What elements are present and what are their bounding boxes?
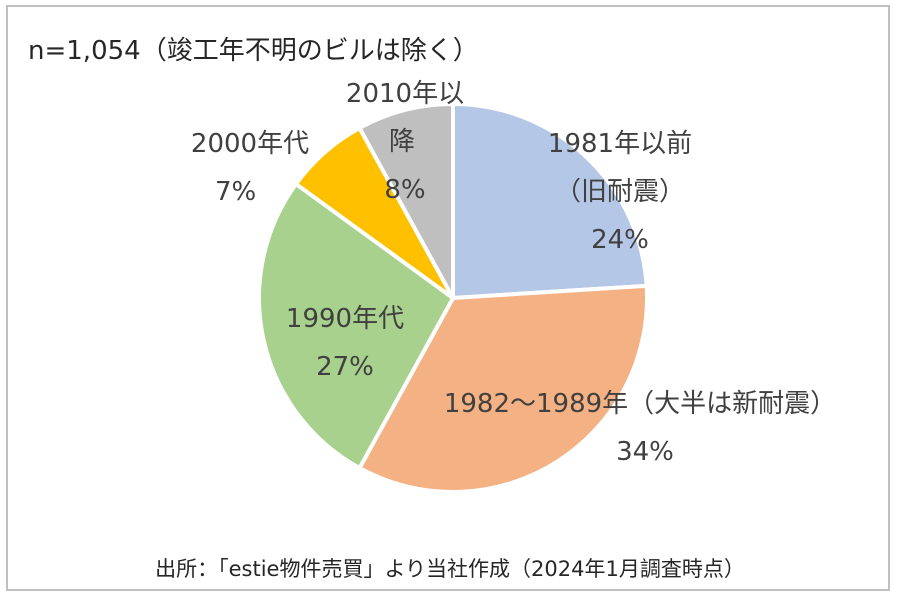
slice-label-line: （旧耐震） [554,177,685,207]
slice-2010-after [357,102,455,300]
slice-label-line: 降 [388,127,415,157]
slice-label-1982-1989: 1982～1989年（大半は新耐震） 34% [400,380,880,476]
slice-label-line: 1982～1989年（大半は新耐震） [443,389,837,419]
slice-percent: 24% [591,225,649,255]
slice-percent: 34% [616,437,674,467]
slice-label-line: 1981年以前 [547,129,693,159]
slice-percent: 27% [316,352,374,382]
slice-label-2000s: 2000年代 7% [160,120,340,216]
slice-percent: 7% [215,177,257,207]
source-note: 出所：「estie物件売買」より当社作成（2024年1月調査時点） [155,557,745,581]
slice-label-1981-before: 1981年以前 （旧耐震） 24% [520,120,720,264]
slice-label-line: 2000年代 [190,129,310,159]
slice-label-2010-after: 2010年以 降 8% [320,70,490,214]
slice-label-line: 1990年代 [285,304,405,334]
slice-label-line: 2010年以 [345,79,465,109]
slice-1981-before [451,102,649,300]
slice-1990s [257,181,455,470]
slice-label-1990s: 1990年代 27% [245,295,445,391]
sample-size-note: n=1,054（竣工年不明のビルは除く） [28,36,479,66]
slice-percent: 8% [384,175,426,205]
